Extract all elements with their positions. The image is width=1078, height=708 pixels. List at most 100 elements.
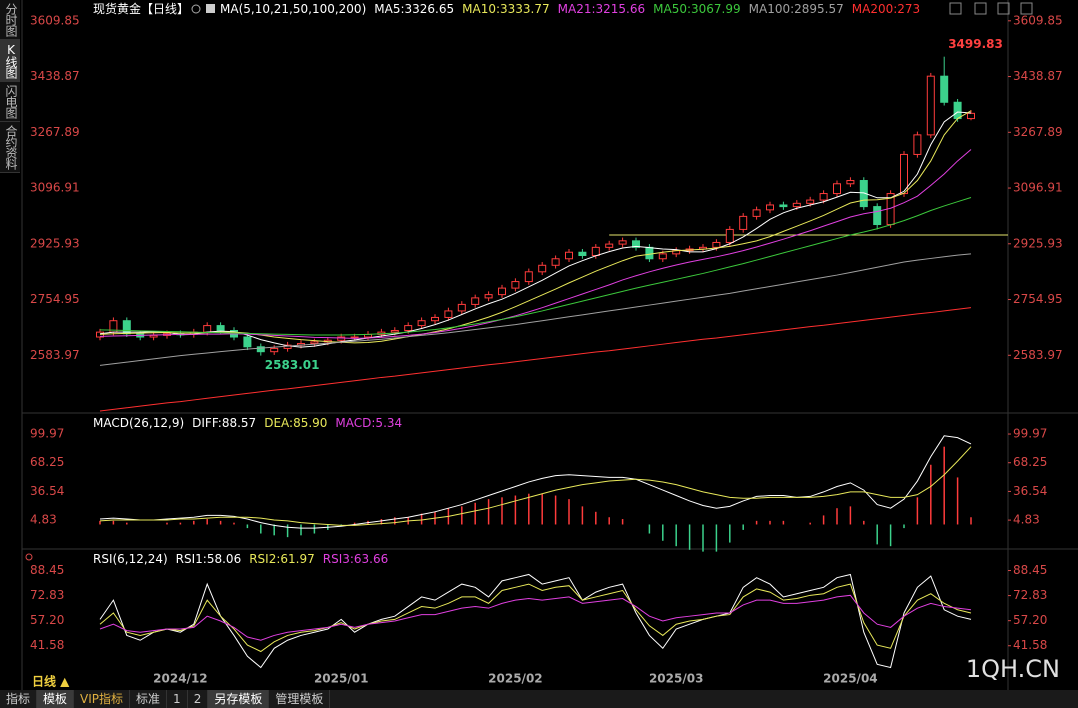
bottom-tab[interactable]: 另存模板 bbox=[208, 690, 270, 708]
legend-entry: MA5:3326.65 bbox=[374, 2, 454, 16]
bottom-tab[interactable]: 标准 bbox=[130, 690, 168, 708]
candle-body bbox=[859, 180, 868, 208]
x-tick-label: 2025/04 bbox=[823, 672, 877, 686]
sidebar: 分时图 K线图 闪电图 合约资料 bbox=[0, 0, 20, 173]
series-line bbox=[99, 111, 972, 348]
candle-body bbox=[712, 241, 721, 248]
y-tick-label: 68.25 bbox=[1013, 455, 1047, 469]
sidebar-tab[interactable]: 合约资料 bbox=[0, 122, 20, 173]
y-tick-label: 3267.89 bbox=[30, 125, 80, 139]
legend-entry: MA100:2895.57 bbox=[749, 2, 844, 16]
legend-entry: DIFF:88.57 bbox=[192, 416, 256, 430]
candle-body bbox=[431, 316, 439, 322]
candle-body bbox=[779, 204, 788, 208]
candle-body bbox=[632, 240, 640, 248]
y-tick-label: 88.45 bbox=[30, 563, 64, 577]
bottom-tab[interactable]: 指标 bbox=[0, 690, 38, 708]
candle-body bbox=[752, 209, 761, 217]
candle-body bbox=[243, 336, 252, 348]
legend-entry: MA50:3067.99 bbox=[653, 2, 741, 16]
x-tick-label: 2024/12 bbox=[153, 672, 207, 686]
candle-body bbox=[833, 183, 841, 195]
legend-entry: MA10:3333.77 bbox=[462, 2, 550, 16]
candle-body bbox=[337, 336, 346, 341]
period-label[interactable]: 日线 ▲ bbox=[32, 674, 70, 689]
y-tick-label: 41.58 bbox=[1013, 638, 1047, 652]
candle-body bbox=[873, 206, 882, 226]
candle-body bbox=[203, 325, 212, 333]
series-line bbox=[99, 435, 972, 529]
y-tick-label: 2754.95 bbox=[1013, 292, 1063, 306]
candle-body bbox=[310, 341, 319, 345]
candle-body bbox=[618, 240, 627, 245]
header-icon bbox=[206, 4, 215, 13]
series-line bbox=[99, 594, 972, 641]
panel-header: RSI(6,12,24) RSI1:58.06 RSI2:61.97 RSI3:63.… bbox=[93, 552, 388, 566]
candle-body bbox=[578, 251, 587, 257]
panel-header: 现货黄金【日线】 MA(5,10,21,50,100,200) MA5:3326.6… bbox=[93, 1, 920, 16]
bottom-tab[interactable]: 2 bbox=[188, 690, 209, 708]
candle-body bbox=[806, 199, 815, 204]
y-tick-label: 2754.95 bbox=[30, 292, 80, 306]
y-tick-label: 99.97 bbox=[1013, 427, 1047, 441]
y-tick-label: 2583.97 bbox=[1013, 348, 1063, 362]
candle-body bbox=[658, 253, 667, 260]
series-line bbox=[99, 307, 972, 412]
candle-body bbox=[953, 101, 962, 120]
settings-icon[interactable] bbox=[25, 553, 33, 561]
y-tick-label: 57.20 bbox=[1013, 613, 1047, 627]
candle-body bbox=[792, 202, 801, 208]
candle-body bbox=[444, 310, 453, 318]
candle-body bbox=[591, 246, 600, 257]
series-line bbox=[99, 149, 972, 339]
bottom-tab[interactable]: 1 bbox=[167, 690, 188, 708]
y-tick-label: 99.97 bbox=[30, 427, 64, 441]
bottom-toolbar: 指标 模板 VIP指标 标准 1 2 另存模板 管理模板 bbox=[0, 690, 1078, 708]
candle-body bbox=[390, 329, 399, 333]
candle-body bbox=[913, 134, 922, 155]
indicator-name: MA(5,10,21,50,100,200) bbox=[220, 2, 366, 16]
y-tick-label: 41.58 bbox=[30, 638, 64, 652]
y-tick-label: 4.83 bbox=[1013, 513, 1040, 527]
legend-entry: RSI2:61.97 bbox=[249, 552, 315, 566]
window-icon[interactable] bbox=[949, 2, 962, 15]
legend-entry: RSI3:63.66 bbox=[323, 552, 389, 566]
price-annotation: 2583.01 bbox=[265, 358, 320, 372]
sidebar-tab[interactable]: 分时图 bbox=[0, 0, 20, 40]
price-annotation: 3499.83 bbox=[948, 37, 1003, 51]
chart: 日线 ▲ 1QH.CN 3609.85 3609.85 3438.87 3438.87… bbox=[21, 0, 1078, 690]
legend-entry: MA21:3215.66 bbox=[558, 2, 646, 16]
candle-body bbox=[565, 251, 573, 260]
y-tick-label: 2583.97 bbox=[30, 348, 80, 362]
sidebar-tab[interactable]: 闪电图 bbox=[0, 82, 20, 122]
legend-entry: MACD:5.34 bbox=[335, 416, 402, 430]
sidebar-tab[interactable]: K线图 bbox=[0, 40, 20, 82]
candle-body bbox=[417, 320, 426, 327]
series-line bbox=[99, 446, 972, 526]
window-icon[interactable] bbox=[997, 2, 1010, 15]
legend-entry: MA200:273 bbox=[852, 2, 920, 16]
bottom-tab[interactable]: 模板 bbox=[37, 690, 75, 708]
y-tick-label: 3438.87 bbox=[30, 69, 80, 83]
bottom-tab[interactable]: 管理模板 bbox=[269, 690, 331, 708]
bottom-tab[interactable]: VIP指标 bbox=[74, 690, 131, 708]
y-tick-label: 36.54 bbox=[1013, 484, 1047, 498]
y-tick-label: 88.45 bbox=[1013, 563, 1047, 577]
y-tick-label: 3096.91 bbox=[30, 181, 80, 195]
candle-body bbox=[766, 204, 774, 211]
watermark: 1QH.CN bbox=[966, 655, 1060, 683]
y-tick-label: 3438.87 bbox=[1013, 69, 1063, 83]
candle-body bbox=[149, 334, 158, 338]
panel-title: 现货黄金【日线】 bbox=[93, 1, 189, 16]
candle-body bbox=[605, 243, 614, 248]
window-icon[interactable] bbox=[1020, 2, 1033, 15]
candle-body bbox=[484, 294, 493, 299]
y-tick-label: 57.20 bbox=[30, 613, 64, 627]
window-icon[interactable] bbox=[974, 2, 987, 15]
y-tick-label: 72.83 bbox=[30, 588, 64, 602]
x-tick-label: 2025/02 bbox=[488, 672, 542, 686]
candle-body bbox=[524, 271, 533, 283]
x-tick-label: 2025/03 bbox=[649, 672, 703, 686]
candle-body bbox=[967, 112, 975, 120]
